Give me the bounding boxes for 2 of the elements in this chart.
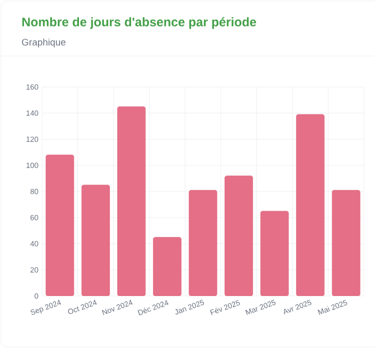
- chart-title: Nombre de jours d'absence par période: [22, 17, 256, 29]
- chart-subtitle: Graphique: [22, 38, 66, 48]
